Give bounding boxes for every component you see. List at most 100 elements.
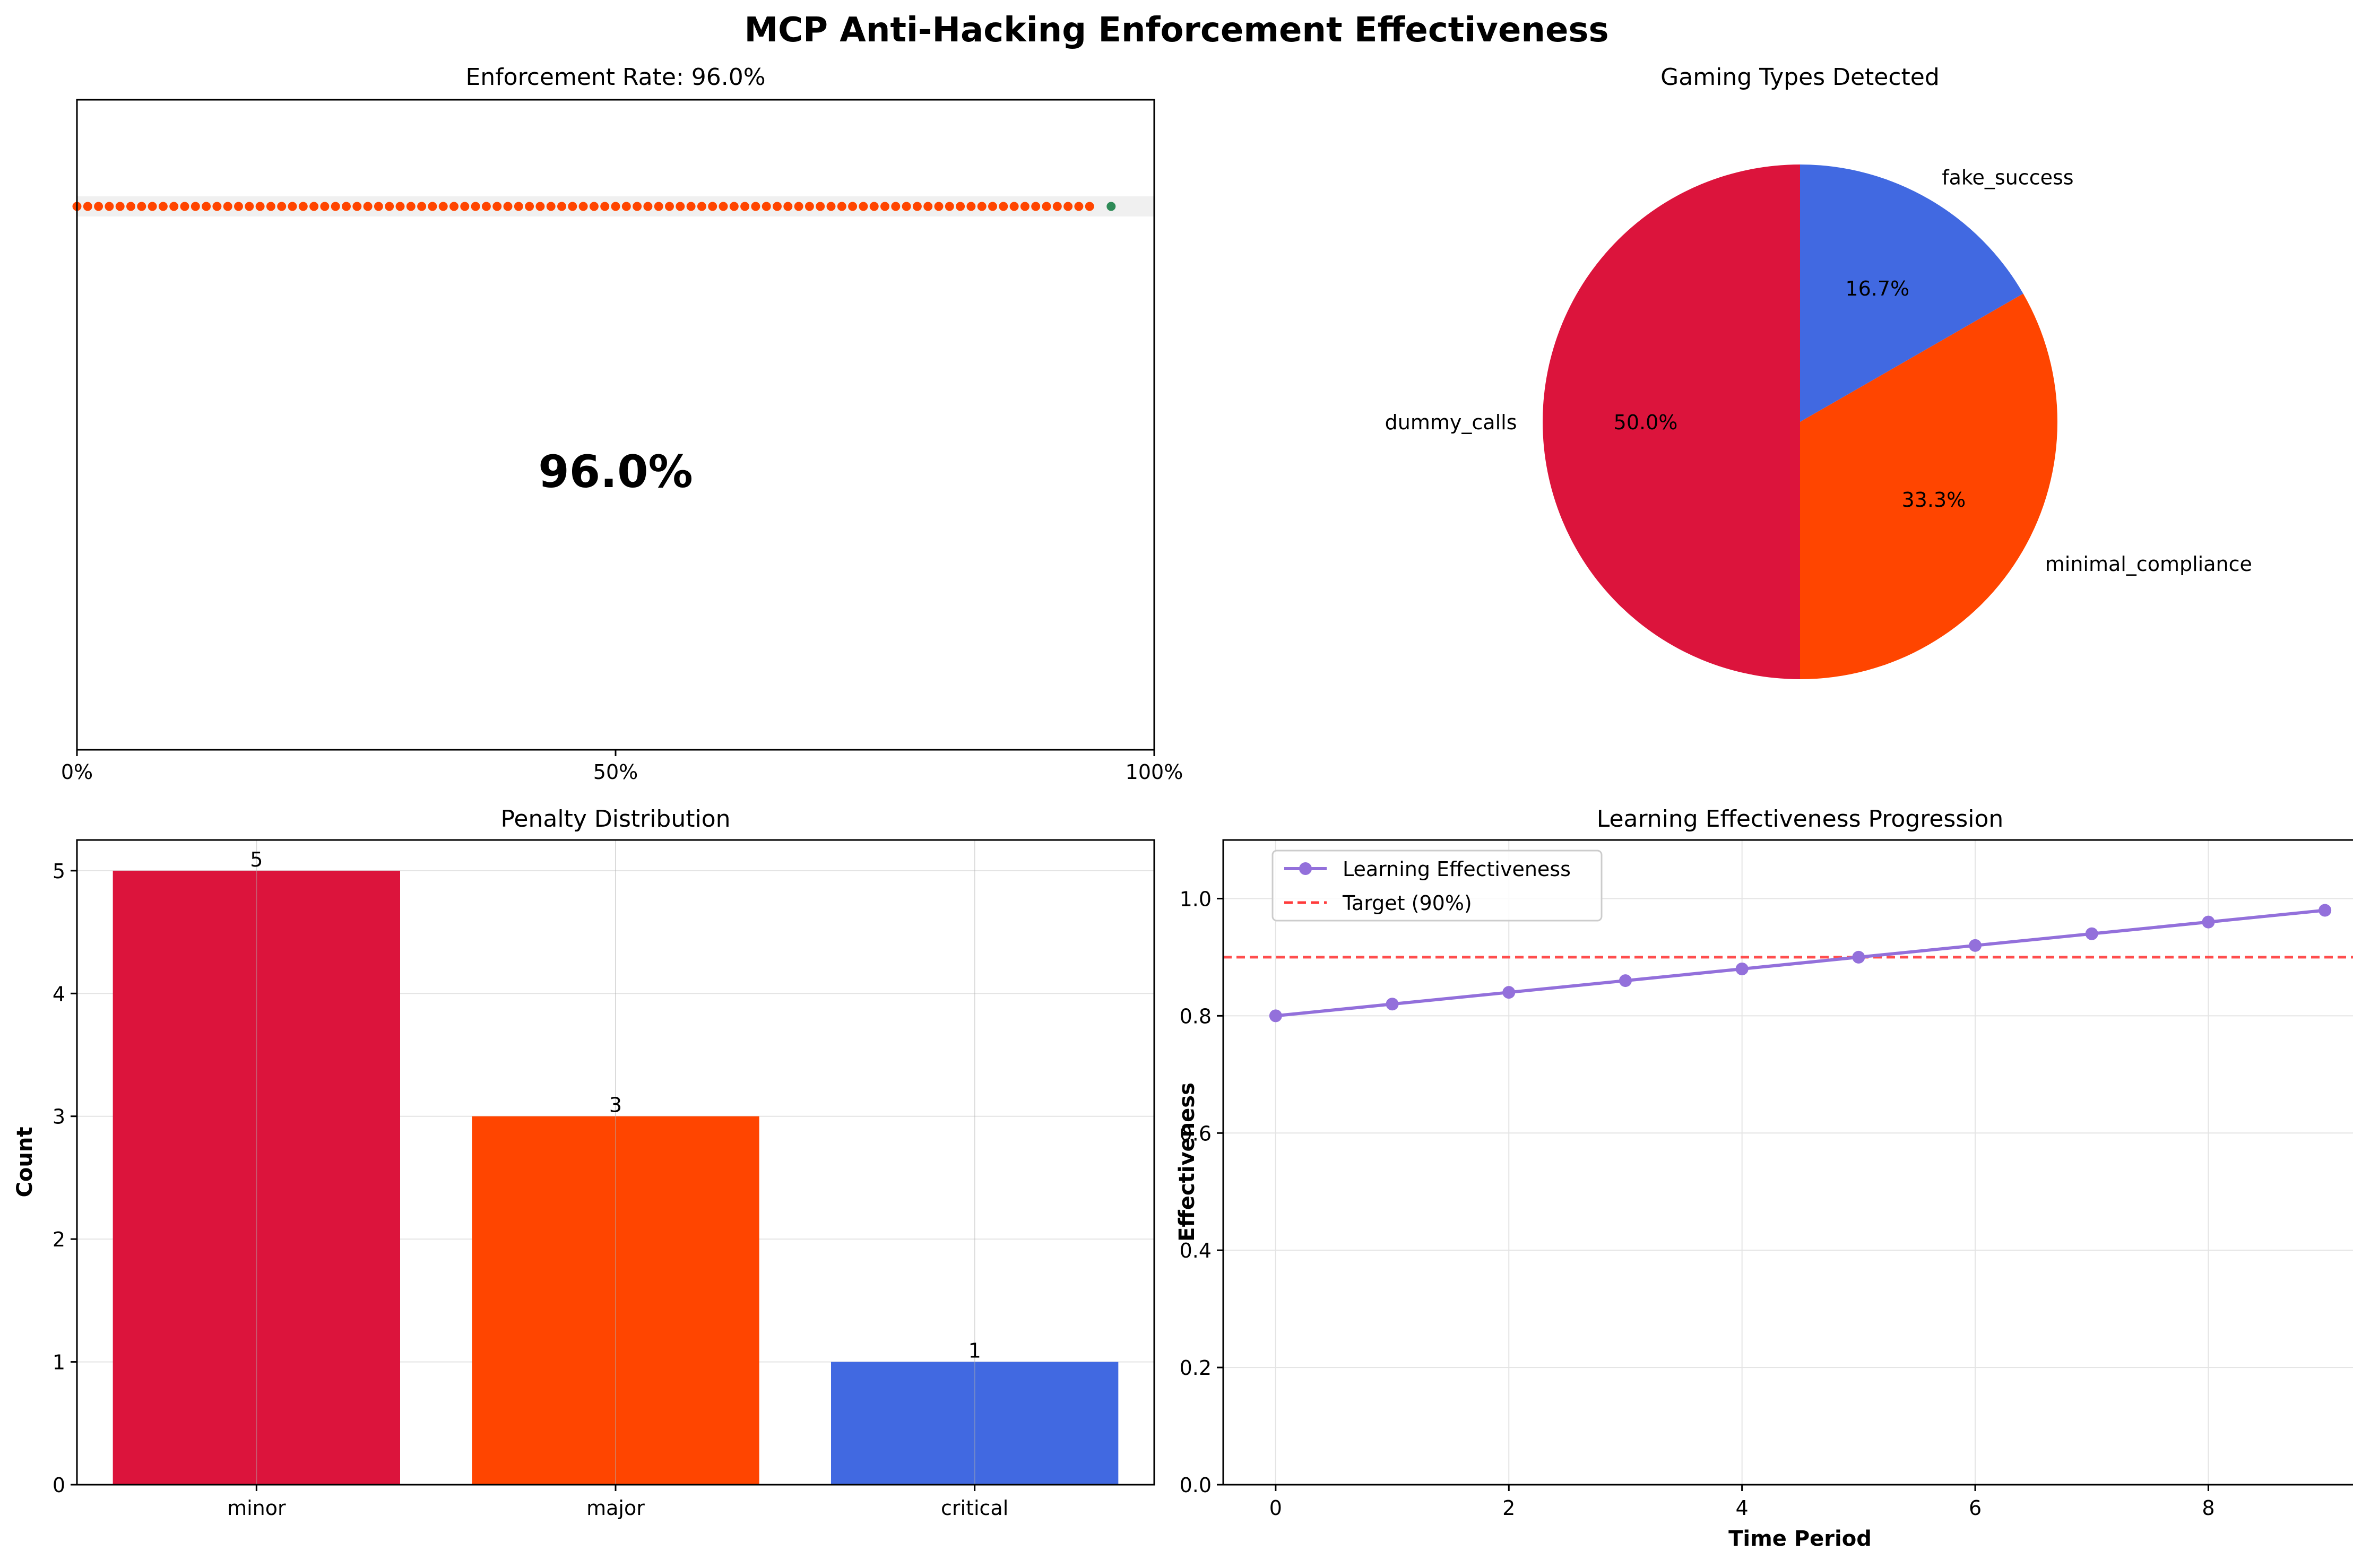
pie-slice-label: fake_success [1942, 166, 2073, 189]
enforced-dot [912, 202, 922, 211]
legend-series-label: Learning Effectiveness [1343, 857, 1571, 881]
enforced-dot [568, 202, 577, 211]
y-tick-label: 0 [53, 1474, 65, 1497]
enforced-dot [202, 202, 211, 211]
x-tick-label: 8 [2202, 1496, 2214, 1520]
enforced-dot [729, 202, 739, 211]
y-tick-label: 1.0 [1180, 887, 1212, 911]
penalty-distribution-title: Penalty Distribution [500, 805, 730, 833]
figure-suptitle: MCP Anti-Hacking Enforcement Effectivene… [744, 11, 1608, 50]
enforced-dot [719, 202, 728, 211]
legend-target-label: Target (90%) [1342, 891, 1472, 915]
enforced-dot [158, 202, 168, 211]
enforced-dot [374, 202, 383, 211]
enforced-dot [212, 202, 222, 211]
bar-critical [831, 1362, 1119, 1485]
enforced-dot [320, 202, 330, 211]
learning-legend: Learning Effectiveness Target (90%) [1271, 850, 1603, 922]
enforced-dot [1063, 202, 1073, 211]
enforced-dot [180, 202, 189, 211]
enforced-dot [395, 202, 405, 211]
learning-y-axis-label: Effectiveness [1175, 1082, 1199, 1242]
learning-x-axis-label: Time Period [1728, 1527, 1872, 1551]
enforced-dot [460, 202, 470, 211]
enforced-dot [589, 202, 599, 211]
bar-minor [113, 870, 400, 1485]
y-tick-label: 0.2 [1180, 1356, 1212, 1380]
enforced-dot [665, 202, 674, 211]
enforced-dot [514, 202, 523, 211]
learning-effectiveness-point [1386, 998, 1399, 1011]
y-tick-label: 0.4 [1180, 1239, 1212, 1262]
enforced-dot [148, 202, 157, 211]
enforced-dot [956, 202, 965, 211]
enforced-dot [331, 202, 340, 211]
gaming-types-title: Gaming Types Detected [1660, 64, 1940, 91]
enforced-dot [1009, 202, 1019, 211]
enforced-dot [385, 202, 394, 211]
x-tick-label: 0 [1269, 1496, 1282, 1520]
bar-value-label: 3 [609, 1094, 622, 1117]
enforced-dot [1042, 202, 1051, 211]
bar-value-label: 5 [250, 848, 263, 871]
enforced-dot [934, 202, 944, 211]
x-tick-label: 0% [61, 760, 93, 784]
pie-slice-dummy-calls [1543, 164, 1800, 679]
learning-effectiveness-point [2085, 927, 2098, 940]
enforced-dot [600, 202, 610, 211]
enforced-dot [708, 202, 717, 211]
enforced-dot [428, 202, 437, 211]
enforced-dot [611, 202, 620, 211]
enforced-dot [105, 202, 114, 211]
y-tick-label: 1 [53, 1351, 65, 1374]
enforcement-rate-panel: Enforcement Rate: 96.0% 96.0% 0% 50% 100% [61, 64, 1183, 784]
enforced-dot [621, 202, 631, 211]
enforced-dot [816, 202, 825, 211]
enforced-dot [740, 202, 750, 211]
bar-value-label: 1 [968, 1339, 981, 1363]
enforced-dot [804, 202, 814, 211]
legend-box [1271, 850, 1603, 922]
enforced-dot [169, 202, 179, 211]
enforced-dot [449, 202, 459, 211]
learning-effectiveness-line [1275, 908, 2325, 1018]
enforced-dot [977, 202, 987, 211]
enforced-dot [525, 202, 534, 211]
pie-slice-label: dummy_calls [1385, 411, 1517, 434]
enforced-dot [697, 202, 706, 211]
enforced-dot [126, 202, 135, 211]
y-tick-label: 3 [53, 1105, 65, 1129]
bar-major [472, 1116, 759, 1485]
gaming-types-panel: Gaming Types Detected 50.0% dummy_calls 33… [1385, 64, 2252, 679]
enforced-dot [988, 202, 997, 211]
enforced-dot [417, 202, 427, 211]
penalty-y-axis-label: Count [13, 1127, 37, 1198]
enforced-dot [686, 202, 696, 211]
y-tick-label: 4 [53, 982, 65, 1006]
enforced-dot [643, 202, 653, 211]
x-tick-label: minor [227, 1496, 286, 1520]
enforced-dot [298, 202, 308, 211]
enforced-dot [137, 202, 146, 211]
y-tick-label: 5 [53, 860, 65, 883]
learning-effectiveness-panel: Learning Effectiveness Progression 0.0 0.… [1175, 805, 2353, 1551]
y-tick-label: 2 [53, 1228, 65, 1251]
enforced-dot [826, 202, 836, 211]
x-tick-label: 100% [1126, 760, 1183, 784]
enforced-dot [492, 202, 502, 211]
enforced-dot [115, 202, 125, 211]
enforced-dot [923, 202, 933, 211]
enforced-dot [1052, 202, 1062, 211]
enforced-dot [848, 202, 858, 211]
enforced-dot [869, 202, 879, 211]
enforced-dot [309, 202, 319, 211]
x-tick-label: 50% [593, 760, 638, 784]
learning-effectiveness-point [1735, 963, 1749, 975]
x-tick-label: major [586, 1496, 645, 1520]
enforced-dot [1085, 202, 1094, 211]
enforced-dot [945, 202, 954, 211]
enforced-dot [902, 202, 911, 211]
enforcement-rate-title: Enforcement Rate: 96.0% [465, 64, 765, 91]
enforced-dot [352, 202, 362, 211]
